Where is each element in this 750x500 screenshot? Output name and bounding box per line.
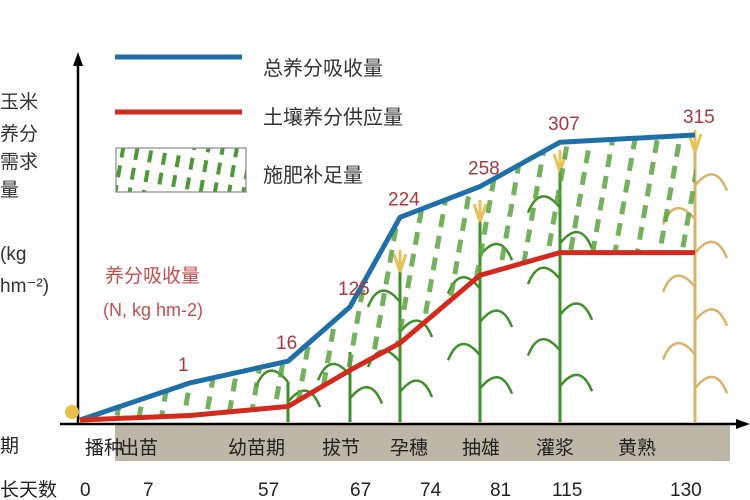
x-tick-label: 0 bbox=[80, 480, 91, 500]
x-tick-label: 115 bbox=[552, 480, 582, 500]
svg-text:量: 量 bbox=[0, 179, 19, 201]
data-label: 258 bbox=[468, 159, 500, 180]
row-label-days: 长天数 bbox=[0, 479, 57, 500]
stage-band bbox=[115, 425, 730, 461]
svg-text:养分: 养分 bbox=[0, 123, 38, 145]
legend-swatch-fill bbox=[115, 147, 247, 193]
stage-label: 拔节 bbox=[322, 437, 360, 459]
x-tick-label: 67 bbox=[350, 480, 371, 500]
legend-label-soil: 土壤养分供应量 bbox=[263, 105, 403, 129]
data-label: 224 bbox=[388, 189, 420, 210]
data-label: 1 bbox=[178, 355, 189, 376]
series-line-total-uptake bbox=[79, 132, 696, 423]
stage-label: 幼苗期 bbox=[228, 437, 285, 459]
data-label: 307 bbox=[548, 114, 580, 135]
stage-label: 出苗 bbox=[120, 437, 158, 459]
data-label: 16 bbox=[276, 333, 297, 354]
legend: 总养分吸收量 土壤养分供应量 施肥补足量 bbox=[115, 54, 403, 193]
x-axis-arrow bbox=[736, 419, 750, 429]
y-axis-arrow bbox=[73, 52, 83, 66]
stage-label: 灌浆 bbox=[536, 437, 574, 459]
seed-icon bbox=[65, 405, 79, 419]
svg-text:(kg: (kg bbox=[0, 244, 26, 265]
x-tick-label: 57 bbox=[258, 480, 279, 500]
row-label-stage: 期 bbox=[0, 435, 19, 457]
fertilizer-fill-area bbox=[80, 135, 695, 420]
data-label: 315 bbox=[683, 107, 715, 128]
svg-text:玉米: 玉米 bbox=[0, 91, 38, 113]
x-tick-label: 81 bbox=[490, 480, 511, 500]
stage-label: 播种 bbox=[85, 437, 123, 459]
x-tick-label: 7 bbox=[143, 480, 154, 500]
legend-label-fill: 施肥补足量 bbox=[263, 163, 363, 187]
x-tick-label: 130 bbox=[670, 480, 702, 500]
data-label: 125 bbox=[338, 279, 370, 300]
legend-label-total: 总养分吸收量 bbox=[263, 56, 383, 80]
svg-text:hm⁻²): hm⁻²) bbox=[0, 276, 49, 297]
annotation-line1: 养分吸收量 bbox=[105, 265, 200, 287]
annotation-line2: (N, kg hm-2) bbox=[103, 300, 203, 320]
x-tick-label: 74 bbox=[420, 480, 442, 500]
stage-label: 孕穗 bbox=[390, 437, 428, 459]
svg-text:需求: 需求 bbox=[0, 151, 38, 173]
stage-label: 抽雄 bbox=[462, 437, 500, 459]
stage-label: 黄熟 bbox=[618, 437, 656, 459]
series-line-soil-supply bbox=[79, 250, 695, 423]
